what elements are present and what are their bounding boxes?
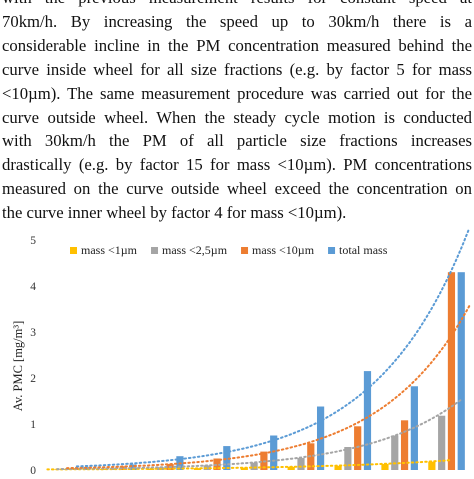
- bar: [287, 466, 295, 470]
- paragraph-line: with 30km/h the PM of all particle size …: [2, 131, 472, 151]
- trendline: [75, 229, 470, 468]
- bar: [391, 435, 399, 470]
- bar: [438, 415, 446, 470]
- trendline: [46, 459, 452, 471]
- legend-label: mass <2,5µm: [162, 243, 228, 257]
- bar: [203, 465, 211, 470]
- paragraph-line: the curve inner wheel by factor 4 for ma…: [2, 203, 347, 223]
- y-tick-label: 5: [30, 235, 36, 247]
- bar: [447, 272, 456, 470]
- y-axis-label: Av. PMC [mg/m³]: [11, 321, 25, 412]
- paragraph-line: considerable incline in the PM concentra…: [2, 35, 472, 55]
- bar: [334, 465, 342, 470]
- bar: [297, 458, 305, 470]
- legend-swatch: [328, 247, 336, 254]
- bar: [223, 446, 231, 470]
- trendline: [66, 303, 472, 470]
- paragraph-line: <10µm). The same measurement procedure w…: [2, 83, 472, 103]
- legend-label: mass <1µm: [81, 243, 138, 257]
- y-tick-label: 3: [30, 327, 36, 339]
- legend-swatch: [70, 247, 77, 254]
- bar: [428, 461, 436, 470]
- paragraph-line: curve outside wheel. When the steady cyc…: [2, 107, 472, 127]
- paragraph-line: with the previous measurement results fo…: [0, 0, 474, 10]
- bar: [270, 435, 278, 470]
- legend-swatch: [151, 247, 159, 254]
- paragraph-line: drastically (e.g. by factor 15 for mass …: [2, 155, 472, 175]
- bar: [354, 426, 362, 470]
- bar: [400, 420, 409, 470]
- bar: [344, 447, 352, 470]
- bar: [119, 466, 127, 470]
- bar: [240, 467, 248, 470]
- trendline: [56, 399, 462, 471]
- legend-label: mass <10µm: [252, 243, 315, 257]
- legend-swatch: [241, 247, 249, 254]
- y-tick-label: 0: [30, 465, 36, 474]
- bar: [213, 458, 221, 470]
- bar-chart: Av. PMC [mg/m³] 0 1 2 3 4 5 mass <1µm mass <2,5…: [0, 228, 474, 477]
- y-tick-label: 1: [30, 419, 36, 431]
- bar: [381, 464, 389, 470]
- bar: [457, 272, 465, 470]
- paragraph-line: 70km/h. By increasing the speed up to 30…: [2, 11, 472, 31]
- paragraph: with the previous measurement results fo…: [0, 0, 474, 225]
- bar-chart-svg: Av. PMC [mg/m³] 0 1 2 3 4 5 mass <1µm mass <2,5…: [11, 229, 472, 477]
- bar: [109, 468, 118, 470]
- paragraph-line: measured on the curve outside wheel exce…: [2, 179, 472, 199]
- paragraph-line: curve inside wheel for all size fraction…: [2, 59, 472, 79]
- legend-label: total mass: [339, 243, 388, 257]
- y-tick-label: 4: [30, 281, 36, 293]
- bar: [363, 371, 372, 470]
- bar: [250, 462, 258, 470]
- y-tick-label: 2: [30, 373, 36, 385]
